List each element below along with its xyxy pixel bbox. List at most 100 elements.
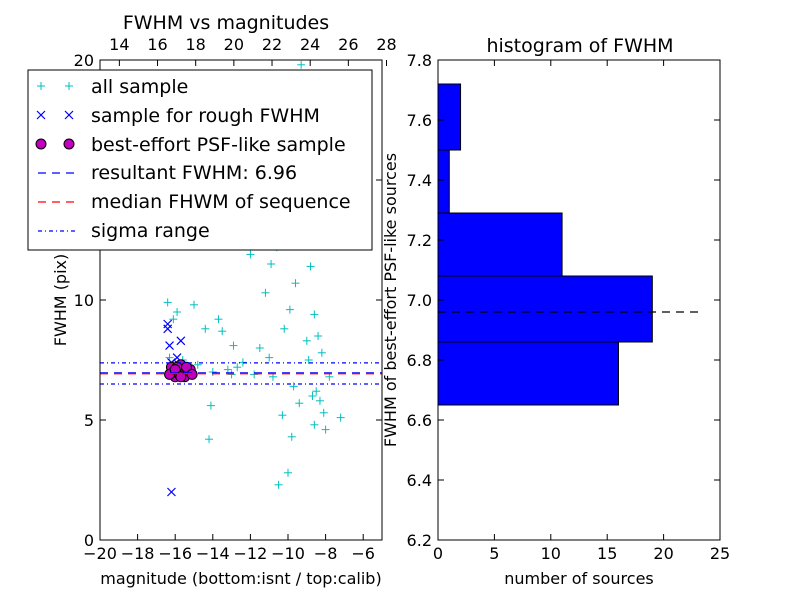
point-s1-2-b [176,336,186,346]
point-s0-33 [312,387,321,396]
point-s0-6 [214,315,223,324]
point-s0-17 [278,411,287,420]
point-s0-52 [193,360,202,369]
histogram-xtick-label: 5 [489,544,499,563]
histogram-xtick-label: 0 [433,544,443,563]
scatter-xtick-label: −16 [158,544,192,563]
legend-handle-1-a [36,110,46,120]
histogram-ytick-label: 7.8 [407,51,432,70]
scatter-panel: −20−18−16−14−12−10−8−6051015201416182022… [27,12,397,588]
scatter-ytick-label: 10 [74,291,94,310]
point-s0-38 [227,370,236,379]
point-s0-11 [218,327,227,336]
legend-box [27,69,373,251]
scatter-top-tick-label: 24 [300,35,320,54]
scatter-ticks: −20−18−16−14−12−10−8−6051015201416182022… [74,35,397,563]
scatter-y-label: FWHM (pix) [51,254,70,347]
histogram-y-label: FWHM of best-effort PSF-like sources [381,153,400,447]
scatter-ytick-label: 20 [74,51,94,70]
point-s2-14 [180,361,192,373]
histogram-xtick-label: 15 [597,544,617,563]
histogram-bar-0 [437,341,619,406]
point-s0-23 [267,260,276,268]
point-s0-18 [287,432,296,441]
histogram-title: histogram of FWHM [486,35,673,57]
point-s0-39 [208,368,217,376]
point-s0-20 [321,425,330,434]
point-s0-48 [295,399,304,408]
scatter-top-tick-label: 18 [186,35,206,54]
point-s0-15 [274,480,283,489]
point-s0-0 [163,298,172,307]
histogram-bar-4 [437,83,462,151]
histogram-ytick-label: 7.2 [407,231,432,250]
point-s0-12 [233,363,242,372]
point-s0-44 [285,305,294,314]
scatter-xtick-label: −8 [314,544,338,563]
scatter-data-layer [100,60,382,497]
point-s0-5 [201,324,210,333]
point-s0-8 [205,435,214,444]
histogram-ytick-label: 6.6 [407,411,432,430]
legend-handle-1-b-b [64,110,74,120]
point-s0-26 [297,60,306,69]
scatter-xtick-label: −6 [351,544,375,563]
histogram-ytick-label: 6.4 [407,471,432,490]
point-s1-1 [163,324,173,334]
scatter-legend: all sample sample for rough FWHM best-ef… [27,69,373,251]
scatter-xtick-label: −10 [271,544,305,563]
scatter-top-tick-label: 14 [109,35,129,54]
point-s0-14 [255,344,264,352]
scatter-xtick-label: −18 [121,544,155,563]
point-s0-43 [291,279,300,288]
point-s0-21 [336,413,345,422]
point-s1-4 [167,487,176,497]
legend-label-sigma-range: sigma range [91,220,210,242]
point-s0-29 [306,262,315,271]
legend-handle-2-a [35,138,47,150]
histogram-panel: 0 5 10 15 20 25 6.2 6.4 6.6 6.8 7.0 7.2 7.4 7.6 7.8 hi… [381,35,730,588]
point-s0-47 [308,392,317,400]
legend-handle-0-b [65,82,73,90]
scatter-xtick-label: −14 [196,544,230,563]
histogram-xtick-label: 20 [653,544,673,563]
histogram-xtick-label: 10 [541,544,561,563]
point-s0-51 [229,341,238,350]
histogram-ytick-label: 7.6 [407,111,432,130]
histogram-bar-1 [437,275,653,343]
legend-handle-1-b [64,110,74,120]
point-s0-30 [310,310,319,319]
scatter-xtick-label: −12 [234,544,268,563]
point-s0-53 [223,365,232,374]
scatter-top-tick-label: 16 [147,35,167,54]
histogram-x-label: number of sources [504,569,654,588]
scatter-ytick-label: 5 [84,411,94,430]
point-s0-32 [317,348,326,357]
point-s0-35 [289,382,298,391]
point-s1-4-b [167,487,176,497]
histogram-data-layer [437,83,700,406]
point-s0-37 [250,370,259,379]
histogram-bar-3 [437,149,450,214]
histogram-xtick-label: 25 [710,544,730,563]
scatter-top-tick-label: 28 [376,35,396,54]
point-s2-17 [175,371,187,383]
legend-label-psf-sample: best-effort PSF-like sample [91,134,346,156]
scatter-top-tick-label: 20 [224,35,244,54]
point-s0-50 [265,353,274,362]
histogram-ytick-label: 7.0 [407,291,432,310]
legend-handle-0-a [37,82,45,90]
point-s0-2 [173,308,182,316]
legend-label-median-fwhm: median FHWM of sequence [91,191,351,213]
point-s0-42 [304,356,313,364]
point-s1-2 [176,336,186,346]
point-s0-45 [280,324,289,333]
point-s0-34 [315,396,324,405]
scatter-top-tick-label: 26 [338,35,358,54]
point-s2-16 [186,368,198,380]
legend-label-rough-sample: sample for rough FWHM [91,105,320,127]
histogram-ytick-label: 7.4 [407,171,432,190]
scatter-title: FWHM vs magnitudes [123,12,329,34]
point-s0-22 [261,288,270,297]
